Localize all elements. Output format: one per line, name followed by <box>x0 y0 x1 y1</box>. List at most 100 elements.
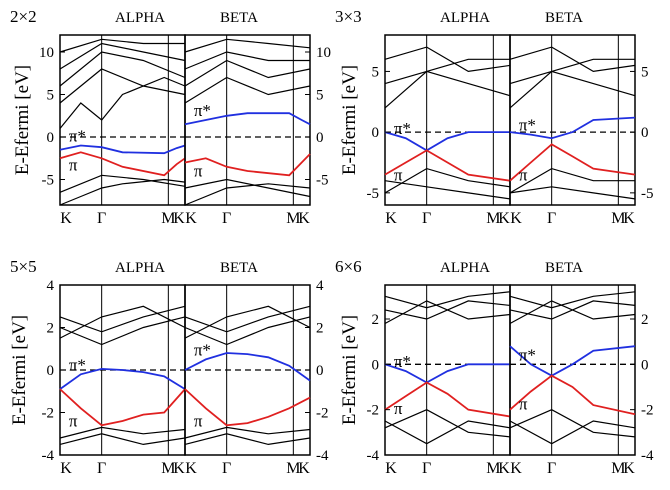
x-tick-label: K <box>173 210 185 227</box>
x-tick-label: Γ <box>547 460 556 477</box>
pi-star-band <box>384 363 510 384</box>
x-tick-label: Γ <box>547 210 556 227</box>
band-line <box>384 420 511 445</box>
x-tick-label: Γ <box>97 210 106 227</box>
x-tick-label: M <box>161 210 175 227</box>
panel-name: ALPHA <box>115 10 165 26</box>
y-tick-label-right: 4 <box>316 278 324 294</box>
y-tick-label-right: -5 <box>641 186 654 202</box>
y-tick-label-right: -2 <box>641 403 654 419</box>
pi-band <box>509 374 636 416</box>
y-tick-label-left: 0 <box>47 130 55 146</box>
y-tick-label-left: 2 <box>47 321 55 337</box>
pi-star-band <box>184 352 311 382</box>
pi-band <box>384 381 511 418</box>
chart-title: 2×2 <box>10 7 37 26</box>
x-tick-label: K <box>185 210 197 227</box>
band-line <box>509 70 636 109</box>
y-tick-label-right: 0 <box>641 357 649 373</box>
band-line <box>509 409 636 438</box>
band-line <box>59 76 186 129</box>
band-line <box>384 58 510 85</box>
y-tick-label-left: 0 <box>47 363 55 379</box>
band-line <box>184 305 311 333</box>
x-tick-label: M <box>611 210 625 227</box>
chart-title: 5×5 <box>10 257 37 276</box>
band-line <box>184 178 311 198</box>
pi-star-label: π* <box>519 345 536 364</box>
chart-title: 3×3 <box>335 7 362 26</box>
pi-star-label: π* <box>69 355 86 374</box>
band-line <box>184 76 311 104</box>
pi-star-band <box>509 345 636 377</box>
pi-star-label: π* <box>394 119 411 138</box>
pi-band <box>384 149 511 182</box>
y-tick-label-right: 10 <box>316 45 331 61</box>
x-tick-label: M <box>486 460 500 477</box>
band-line <box>184 316 311 346</box>
panel-name: ALPHA <box>440 10 490 26</box>
band-line <box>384 180 511 200</box>
y-axis-label: E-Efermi [eV] <box>339 315 360 425</box>
y-tick-label-right: 0 <box>316 363 324 379</box>
y-tick-label-left: 0 <box>372 125 380 141</box>
pi-label: π <box>69 155 78 174</box>
x-tick-label: K <box>510 460 522 477</box>
band-line <box>384 167 511 194</box>
y-tick-label-left: 0 <box>372 357 380 373</box>
pi-star-label: π* <box>69 127 86 146</box>
y-tick-label-left: -2 <box>367 403 380 419</box>
x-tick-label: Γ <box>222 210 231 227</box>
y-tick-label-right: -2 <box>316 406 329 422</box>
y-tick-label-left: -2 <box>42 406 55 422</box>
pi-band <box>509 143 636 182</box>
y-tick-label-left: -5 <box>42 173 55 189</box>
x-tick-label: Γ <box>422 460 431 477</box>
band-line <box>509 291 636 309</box>
pi-label: π <box>69 411 78 430</box>
band-line <box>184 183 311 206</box>
pi-label: π <box>519 395 528 414</box>
y-tick-label-right: -5 <box>316 173 329 189</box>
x-tick-label: M <box>286 210 300 227</box>
x-tick-label: K <box>385 460 397 477</box>
band-line <box>384 291 511 309</box>
x-tick-label: K <box>185 460 197 477</box>
pi-star-band <box>184 112 311 126</box>
panel-name: BETA <box>545 260 583 276</box>
x-tick-label: K <box>498 460 510 477</box>
pi-label: π <box>194 161 203 180</box>
pi-band <box>184 388 311 427</box>
band-line <box>59 38 185 53</box>
band-line <box>59 305 186 333</box>
pi-star-label: π* <box>519 116 536 135</box>
y-tick-label-left: -4 <box>367 448 380 464</box>
band-line <box>384 300 511 320</box>
band-line <box>384 300 511 325</box>
x-tick-label: K <box>298 210 310 227</box>
pi-star-label: π* <box>394 352 411 371</box>
x-tick-label: K <box>510 210 522 227</box>
panel-name: BETA <box>220 260 258 276</box>
panel-frame <box>184 34 311 206</box>
y-tick-label-left: 5 <box>372 64 380 80</box>
x-tick-label: Γ <box>422 210 431 227</box>
band-line <box>509 167 635 194</box>
y-tick-label-left: 2 <box>372 312 380 328</box>
band-line <box>59 51 186 87</box>
x-tick-label: K <box>498 210 510 227</box>
y-axis-label: E-Efermi [eV] <box>12 65 33 175</box>
pi-band <box>59 388 186 427</box>
y-tick-label-right: 0 <box>641 125 649 141</box>
y-tick-label-right: 0 <box>316 130 324 146</box>
band-line <box>59 316 186 346</box>
pi-star-label: π* <box>194 340 211 359</box>
